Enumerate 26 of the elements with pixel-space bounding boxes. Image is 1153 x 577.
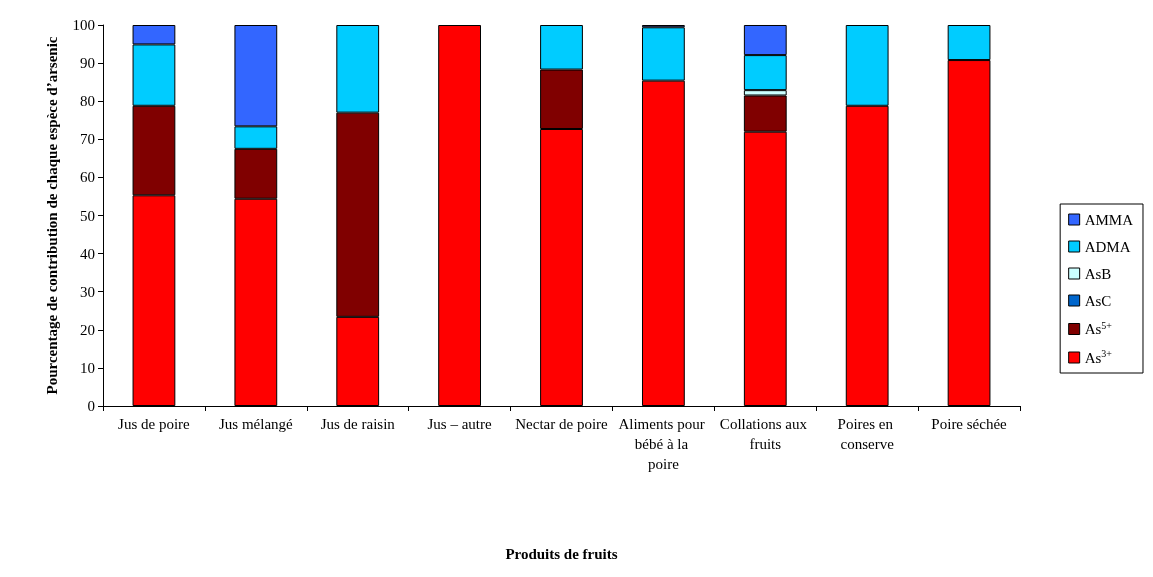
y-tick-label: 80 [80, 93, 95, 110]
y-tick-label: 40 [80, 245, 95, 262]
y-axis-title: Pourcentage de contribution de chaque espèce d’arsenic [43, 36, 60, 395]
y-tick-label: 90 [80, 55, 95, 72]
y-tick-label: 70 [80, 131, 95, 148]
x-axis-title: Produits de fruits [505, 545, 618, 562]
x-tick-label: Jus de poire [118, 416, 191, 432]
x-tick-label: Poires en conserve [837, 416, 897, 452]
legend-label: AsC [1084, 292, 1112, 309]
x-tick-label: Poire séchée [931, 416, 1008, 432]
x-tick-label: Nectar de poire [515, 416, 609, 432]
y-tick-label: 100 [72, 17, 95, 33]
x-tick-label: Collations aux fruits [719, 416, 811, 452]
y-tick-label: 20 [80, 321, 95, 338]
x-tick-label: Jus de raisin [320, 416, 396, 432]
x-tick-label: Jus mélangé [218, 416, 294, 432]
legend-label: ADMA [1084, 238, 1131, 255]
y-tick-label: 30 [80, 283, 95, 300]
x-tick-label: Aliments pour bébé à la poire [618, 416, 709, 472]
y-tick-label: 0 [87, 398, 95, 414]
y-tick-label: 50 [80, 207, 95, 224]
y-tick-label: 60 [80, 169, 95, 186]
legend-label: AsB [1084, 265, 1112, 282]
x-tick-label: Jus – autre [427, 416, 493, 432]
legend-label: AMMA [1084, 211, 1134, 228]
y-tick-label: 10 [80, 359, 95, 376]
